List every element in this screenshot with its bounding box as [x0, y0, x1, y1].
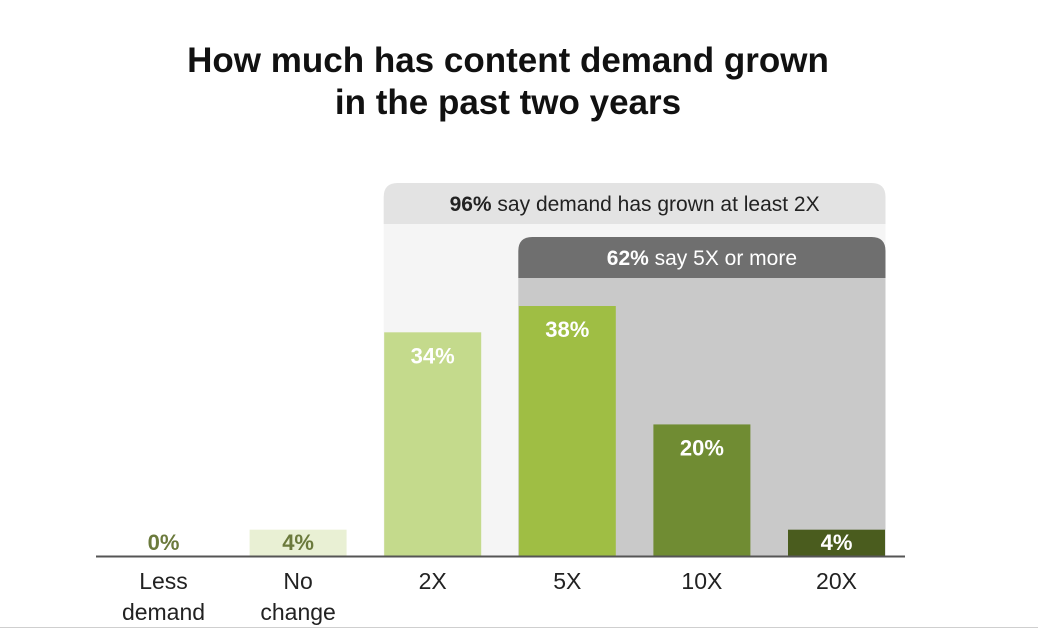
- category-label-5-line-1: 10X: [681, 568, 722, 594]
- category-label-3: 2X: [419, 568, 447, 594]
- annotation-percent-1: 96%: [450, 193, 492, 216]
- category-label-2-line-1: No: [283, 568, 312, 594]
- chart-title: How much has content demand grown in the…: [0, 40, 1016, 124]
- value-label-5: 20%: [680, 435, 724, 460]
- bar-5: [653, 424, 751, 556]
- bottom-divider: [0, 627, 1038, 628]
- category-label-6: 20X: [816, 568, 857, 594]
- bar-6: [788, 529, 885, 556]
- category-label-5: 10X: [681, 568, 722, 594]
- value-label-3: 34%: [411, 343, 455, 368]
- annotation-text-2: 62% say 5X or more: [607, 247, 797, 270]
- bar-3: [384, 332, 482, 556]
- category-label-4: 5X: [553, 568, 581, 594]
- chart-title-line-2: in the past two years: [334, 83, 682, 122]
- bar-2: [249, 529, 347, 556]
- value-label-6: 4%: [821, 530, 853, 555]
- bar-4: [518, 306, 616, 556]
- annotation-percent-2: 62%: [607, 247, 649, 270]
- category-label-1-line-1: Less: [139, 568, 188, 594]
- annotation-header-2: [518, 237, 886, 278]
- annotation-caption-2: say 5X or more: [649, 247, 797, 270]
- chart-title-line-1: How much has content demand grown: [187, 41, 829, 80]
- value-label-1: 0%: [148, 530, 180, 555]
- value-label-4: 38%: [545, 317, 589, 342]
- category-label-2: No change: [260, 568, 335, 625]
- annotation-caption-1: say demand has grown at least 2X: [492, 193, 820, 216]
- category-label-1-line-2: demand: [122, 599, 205, 625]
- category-label-4-line-1: 5X: [553, 568, 581, 594]
- value-label-2: 4%: [282, 530, 314, 555]
- category-label-1: Less demand: [122, 568, 205, 625]
- category-label-6-line-1: 20X: [816, 568, 857, 594]
- annotation-text-1: 96% say demand has grown at least 2X: [450, 193, 820, 216]
- category-label-3-line-1: 2X: [419, 568, 447, 594]
- annotation-header-1: [383, 183, 886, 224]
- category-label-2-line-2: change: [260, 599, 335, 625]
